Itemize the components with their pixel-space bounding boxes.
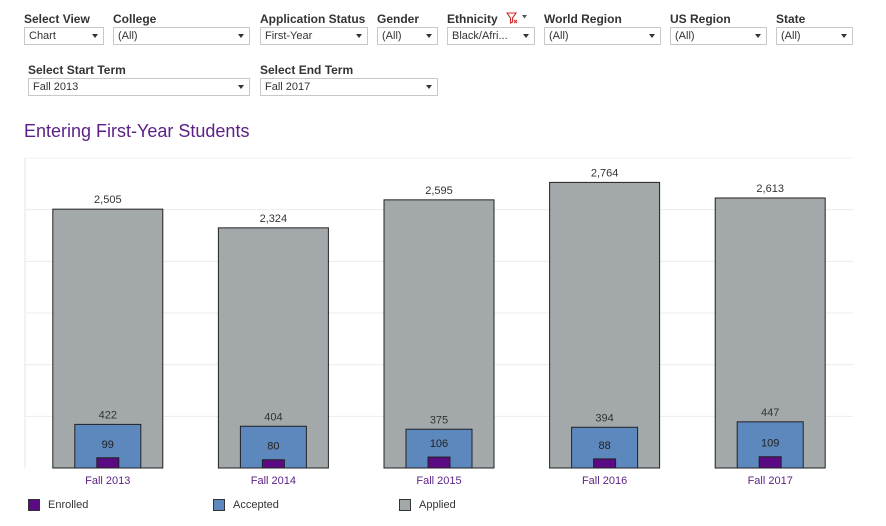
data-label-applied: 2,324 [260,213,288,225]
bar-applied [52,208,164,469]
bar-enrolled [96,457,120,469]
filter-label: Gender [377,12,420,26]
dropdown-value: Black/Afri... [452,30,508,42]
chevron-down-icon [755,34,761,38]
data-label-accepted: 447 [761,407,779,419]
dropdown-value: Fall 2017 [265,81,311,93]
dropdown-value: (All) [382,30,402,42]
college-dropdown[interactable]: (All) [113,27,250,45]
chevron-down-icon [841,34,847,38]
dropdown-value: (All) [549,30,569,42]
data-label-applied: 2,505 [94,194,122,206]
data-label-enrolled: 88 [598,440,610,452]
page-title: Entering First-Year Students [24,121,250,141]
filter-label: College [113,12,157,26]
bar-applied [549,181,661,469]
data-label-enrolled: 80 [267,441,279,453]
filter-ethnicity: Ethnicity Black/Afri... [447,11,535,45]
legend-swatch [213,499,225,511]
data-label-applied: 2,595 [425,185,453,197]
filter-label: Application Status [260,12,366,26]
data-label-applied: 2,613 [756,183,784,195]
filter-label: US Region [670,12,731,26]
legend-label: Enrolled [48,499,89,511]
filter-world-region: World Region (All) [544,12,661,45]
filter-clear-icon[interactable] [505,11,528,25]
chevron-down-icon [426,85,432,89]
data-label-accepted: 394 [595,412,613,424]
bar-enrolled [758,456,782,469]
legend-label: Accepted [233,499,279,511]
gender-dropdown[interactable]: (All) [377,27,438,45]
dropdown-value: (All) [118,30,138,42]
us-region-dropdown[interactable]: (All) [670,27,767,45]
filter-state: State (All) [776,12,853,45]
data-label-enrolled: 109 [761,438,779,450]
x-tick-label: Fall 2013 [85,475,130,487]
filter-label: Select Start Term [28,63,126,77]
dropdown-value: First-Year [265,30,313,42]
dropdown-value: (All) [675,30,695,42]
world-region-dropdown[interactable]: (All) [544,27,661,45]
application-status-dropdown[interactable]: First-Year [260,27,368,45]
legend-swatch [28,499,40,511]
filter-label: Select End Term [260,63,354,77]
data-label-accepted: 422 [99,409,117,421]
filter-us-region: US Region (All) [670,12,767,45]
x-tick-label: Fall 2015 [416,475,461,487]
filter-college: College (All) [113,12,250,45]
chevron-down-icon [92,34,98,38]
dropdown-value: Chart [29,30,56,42]
chevron-down-icon [426,34,432,38]
chevron-down-icon [238,85,244,89]
data-label-accepted: 375 [430,414,448,426]
dropdown-value: (All) [781,30,801,42]
end-term-dropdown[interactable]: Fall 2017 [260,78,438,96]
select-view-dropdown[interactable]: Chart [24,27,104,45]
dropdown-value: Fall 2013 [33,81,79,93]
filter-label: Ethnicity [447,12,498,26]
filter-select-view: Select View Chart [24,12,104,45]
legend-swatch [399,499,411,511]
filter-application-status: Application Status First-Year [260,12,368,45]
x-tick-label: Fall 2017 [748,475,793,487]
filter-label: World Region [544,12,622,26]
bar-applied [383,199,495,469]
filter-end-term: Select End Term Fall 2017 [260,63,438,96]
bar-chart: 2,505 422 99 Fall 2013 2,324 404 80 Fall 2014 2,… [24,157,853,487]
x-tick-label: Fall 2014 [251,475,296,487]
bar-enrolled [427,456,451,469]
chevron-down-icon [523,34,529,38]
start-term-dropdown[interactable]: Fall 2013 [28,78,250,96]
legend-label: Applied [419,499,456,511]
chevron-down-icon [356,34,362,38]
data-label-accepted: 404 [264,411,282,423]
filter-label: State [776,12,806,26]
state-dropdown[interactable]: (All) [776,27,853,45]
data-label-enrolled: 106 [430,438,448,450]
data-label-applied: 2,764 [591,167,619,179]
chevron-down-icon [649,34,655,38]
bar-enrolled [261,459,285,469]
filter-start-term: Select Start Term Fall 2013 [28,63,250,96]
data-label-enrolled: 99 [102,439,114,451]
filter-label: Select View [24,12,90,26]
filter-gender: Gender (All) [377,12,438,45]
chevron-down-icon [238,34,244,38]
ethnicity-dropdown[interactable]: Black/Afri... [447,27,535,45]
x-tick-label: Fall 2016 [582,475,627,487]
bar-enrolled [593,458,617,469]
